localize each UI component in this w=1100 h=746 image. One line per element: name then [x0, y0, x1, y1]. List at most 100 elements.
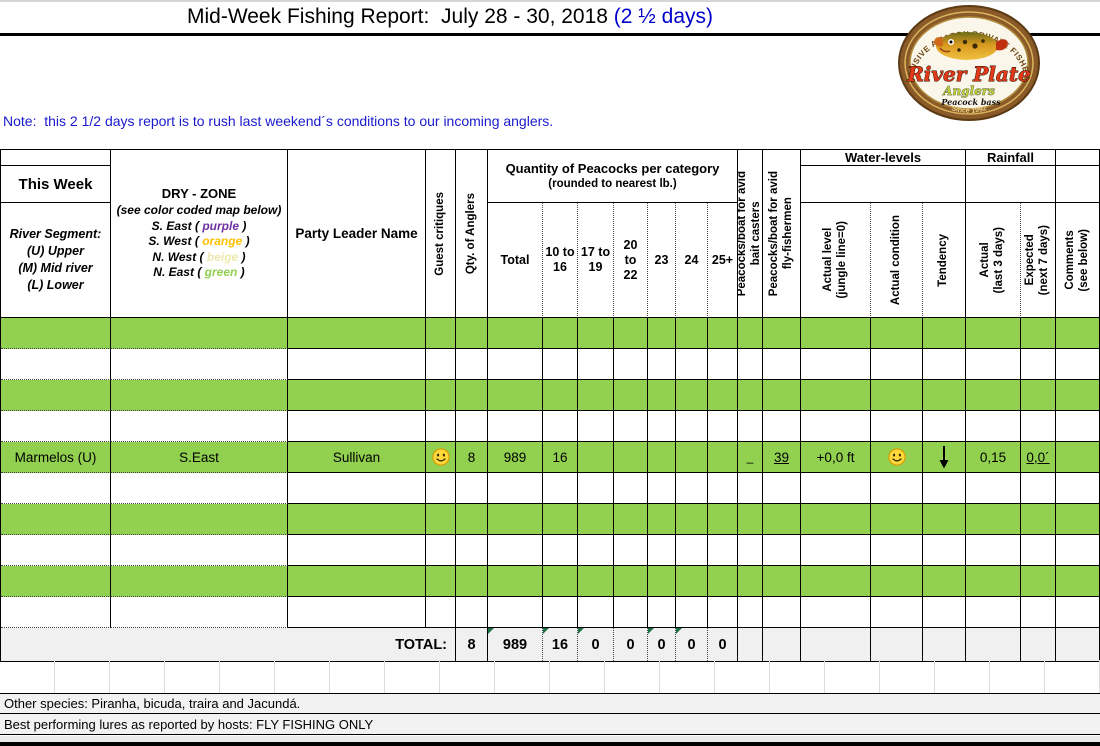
body-cell[interactable] — [871, 597, 923, 628]
body-cell[interactable] — [801, 566, 871, 597]
body-cell[interactable] — [488, 318, 543, 349]
total-qty-anglers[interactable]: 8 — [456, 628, 488, 661]
header-qty-anglers[interactable]: Qty. of Anglers — [456, 150, 488, 318]
header-cat-24[interactable]: 24 — [676, 203, 708, 318]
body-cell[interactable] — [708, 504, 738, 535]
body-cell[interactable] — [426, 504, 456, 535]
body-cell[interactable] — [871, 318, 923, 349]
body-cell[interactable] — [543, 318, 578, 349]
body-cell[interactable] — [1, 318, 111, 349]
body-cell[interactable] — [111, 504, 288, 535]
body-cell[interactable] — [456, 349, 488, 380]
cell-zone[interactable]: S.East — [111, 442, 288, 473]
body-cell[interactable] — [426, 597, 456, 628]
body-cell[interactable] — [578, 411, 614, 442]
cell-rain-expected[interactable]: 0,0´ — [1021, 442, 1056, 473]
body-cell[interactable] — [543, 349, 578, 380]
header-peacocks-group[interactable]: Quantity of Peacocks per category (round… — [488, 150, 738, 203]
cell-actual-level[interactable]: +0,0 ft — [801, 442, 871, 473]
body-cell[interactable] — [1021, 380, 1056, 411]
body-cell[interactable] — [708, 380, 738, 411]
header-cat-20-22[interactable]: 20 to 22 — [614, 203, 648, 318]
body-cell[interactable] — [488, 473, 543, 504]
body-cell[interactable] — [966, 411, 1021, 442]
cell-24[interactable] — [676, 442, 708, 473]
body-cell[interactable] — [763, 597, 801, 628]
header-bait-casters[interactable]: Peacocks/boat for avid bait casters — [738, 150, 763, 318]
body-cell[interactable] — [871, 566, 923, 597]
total-label[interactable]: TOTAL: — [1, 628, 456, 661]
body-cell[interactable] — [801, 380, 871, 411]
body-cell[interactable] — [871, 411, 923, 442]
body-cell[interactable] — [1056, 597, 1099, 628]
body-cell[interactable] — [488, 411, 543, 442]
body-cell[interactable] — [648, 504, 676, 535]
body-cell[interactable] — [966, 535, 1021, 566]
body-cell[interactable] — [614, 504, 648, 535]
header-guest-critiques[interactable]: Guest critiques — [426, 150, 456, 318]
body-cell[interactable] — [488, 597, 543, 628]
body-cell[interactable] — [676, 349, 708, 380]
body-cell[interactable] — [578, 597, 614, 628]
body-cell[interactable] — [1056, 349, 1099, 380]
header-actual-condition[interactable]: Actual condition — [871, 203, 923, 318]
body-cell[interactable] — [763, 535, 801, 566]
body-cell[interactable] — [111, 473, 288, 504]
body-cell[interactable] — [738, 535, 763, 566]
total-empty-cell[interactable] — [1021, 628, 1056, 661]
header-rain-expected[interactable]: Expected (next 7 days) — [1021, 203, 1056, 318]
header-rainfall-blank[interactable] — [966, 166, 1056, 203]
body-cell[interactable] — [111, 535, 288, 566]
body-cell[interactable] — [111, 597, 288, 628]
body-cell[interactable] — [488, 380, 543, 411]
body-cell[interactable] — [543, 566, 578, 597]
total-empty-cell[interactable] — [801, 628, 871, 661]
body-cell[interactable] — [488, 504, 543, 535]
body-cell[interactable] — [578, 535, 614, 566]
total-10-16[interactable]: 16 — [543, 628, 578, 661]
body-cell[interactable] — [111, 349, 288, 380]
body-cell[interactable] — [801, 504, 871, 535]
header-fly-fishermen[interactable]: Peacocks/boat for avid fly-fishermen — [763, 150, 801, 318]
body-cell[interactable] — [578, 318, 614, 349]
cell-17-19[interactable] — [578, 442, 614, 473]
body-cell[interactable] — [1056, 566, 1099, 597]
body-cell[interactable] — [966, 566, 1021, 597]
body-cell[interactable] — [1, 473, 111, 504]
body-cell[interactable] — [1, 349, 111, 380]
body-cell[interactable] — [708, 535, 738, 566]
body-cell[interactable] — [1021, 349, 1056, 380]
body-cell[interactable] — [456, 318, 488, 349]
body-cell[interactable] — [1056, 411, 1099, 442]
cell-tendency[interactable] — [923, 442, 966, 473]
cell-comments[interactable] — [1056, 442, 1099, 473]
body-cell[interactable] — [1, 535, 111, 566]
body-cell[interactable] — [763, 411, 801, 442]
body-cell[interactable] — [871, 349, 923, 380]
body-cell[interactable] — [288, 318, 426, 349]
total-empty-cell[interactable] — [966, 628, 1021, 661]
body-cell[interactable] — [1, 597, 111, 628]
header-comments-blank2[interactable] — [1056, 166, 1099, 203]
body-cell[interactable] — [676, 318, 708, 349]
body-cell[interactable] — [676, 504, 708, 535]
header-cat-23[interactable]: 23 — [648, 203, 676, 318]
body-cell[interactable] — [648, 349, 676, 380]
body-cell[interactable] — [738, 349, 763, 380]
body-cell[interactable] — [871, 380, 923, 411]
body-cell[interactable] — [966, 473, 1021, 504]
body-cell[interactable] — [708, 473, 738, 504]
total-20-22[interactable]: 0 — [614, 628, 648, 661]
body-cell[interactable] — [426, 535, 456, 566]
body-cell[interactable] — [456, 380, 488, 411]
body-cell[interactable] — [871, 535, 923, 566]
body-cell[interactable] — [426, 411, 456, 442]
header-corner-cell[interactable] — [1, 150, 111, 166]
body-cell[interactable] — [763, 473, 801, 504]
body-cell[interactable] — [543, 411, 578, 442]
body-cell[interactable] — [738, 504, 763, 535]
body-cell[interactable] — [676, 535, 708, 566]
body-cell[interactable] — [111, 380, 288, 411]
body-cell[interactable] — [488, 566, 543, 597]
body-cell[interactable] — [488, 349, 543, 380]
